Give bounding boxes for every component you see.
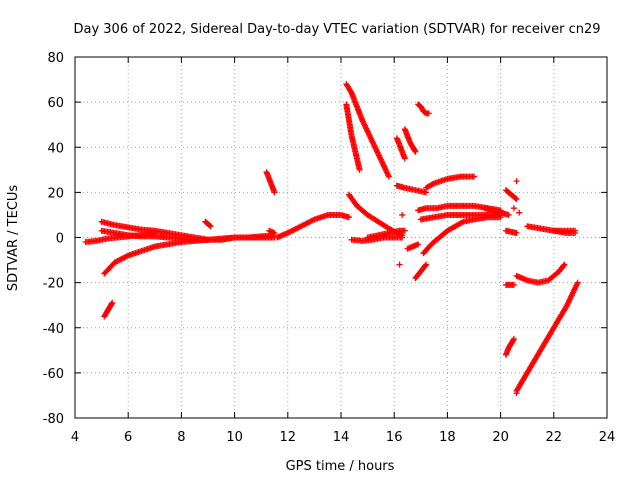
x-tick-label: 20 <box>492 430 509 445</box>
data-point <box>399 234 406 241</box>
tick-labels: 4 6 8 10 12 14 16 18 20 22 24 80 60 40 20 0 -20 -40 -60 -80 <box>43 51 616 445</box>
data-point <box>560 262 567 269</box>
x-tick-label: 8 <box>177 430 185 445</box>
data-point <box>206 222 213 229</box>
data-point <box>505 211 512 218</box>
x-tick-label: 18 <box>439 430 456 445</box>
data-point <box>108 301 115 308</box>
data-point <box>572 227 579 234</box>
data-point <box>271 229 278 236</box>
y-axis-label: SDTVAR / TECUs <box>6 185 21 292</box>
y-tick-label: 0 <box>56 232 64 247</box>
data-point <box>345 214 352 221</box>
y-tick-label: 60 <box>47 96 64 111</box>
data-point <box>471 173 477 180</box>
data-point <box>401 155 408 162</box>
data-point <box>510 336 517 343</box>
data-point <box>271 189 278 196</box>
y-tick-label: -60 <box>43 367 64 382</box>
x-axis-label: GPS time / hours <box>286 459 395 474</box>
data-point <box>429 181 436 188</box>
x-tick-label: 14 <box>333 430 350 445</box>
chart-title: Day 306 of 2022, Sidereal Day-to-day VTE… <box>73 22 600 37</box>
data-point <box>510 337 517 344</box>
data-point <box>513 178 520 185</box>
data-point <box>399 211 406 218</box>
data-point <box>510 205 517 212</box>
data-point <box>561 261 568 268</box>
data-point <box>422 262 429 269</box>
y-tick-label: 40 <box>47 141 64 156</box>
data-point <box>513 229 520 236</box>
data-point <box>356 166 363 173</box>
x-tick-label: 12 <box>280 430 297 445</box>
y-tick-label: -40 <box>43 322 64 337</box>
data-points <box>82 81 581 397</box>
x-tick-label: 16 <box>386 430 403 445</box>
axis-ticks <box>74 56 608 419</box>
y-tick-label: 80 <box>47 51 64 66</box>
data-point <box>512 195 519 202</box>
data-point <box>510 281 517 288</box>
data-point <box>513 196 520 203</box>
data-point <box>310 217 317 224</box>
data-point <box>425 110 432 117</box>
data-point <box>574 279 581 286</box>
data-point <box>401 227 408 234</box>
data-point <box>396 261 403 268</box>
data-point <box>411 147 418 154</box>
data-point <box>513 390 520 397</box>
x-tick-label: 24 <box>599 430 616 445</box>
x-tick-label: 4 <box>71 430 79 445</box>
data-point <box>109 299 116 306</box>
data-point <box>459 219 466 226</box>
data-point <box>423 261 430 268</box>
data-point <box>385 173 392 180</box>
data-point <box>123 253 130 260</box>
data-point <box>415 241 422 248</box>
data-point <box>516 209 523 216</box>
y-tick-label: -80 <box>43 412 64 427</box>
y-tick-label: -20 <box>43 277 64 292</box>
x-tick-label: 6 <box>124 430 132 445</box>
y-tick-label: 20 <box>47 186 64 201</box>
data-point <box>412 148 419 155</box>
x-tick-label: 10 <box>226 430 243 445</box>
data-point <box>207 223 214 230</box>
x-tick-label: 22 <box>546 430 563 445</box>
